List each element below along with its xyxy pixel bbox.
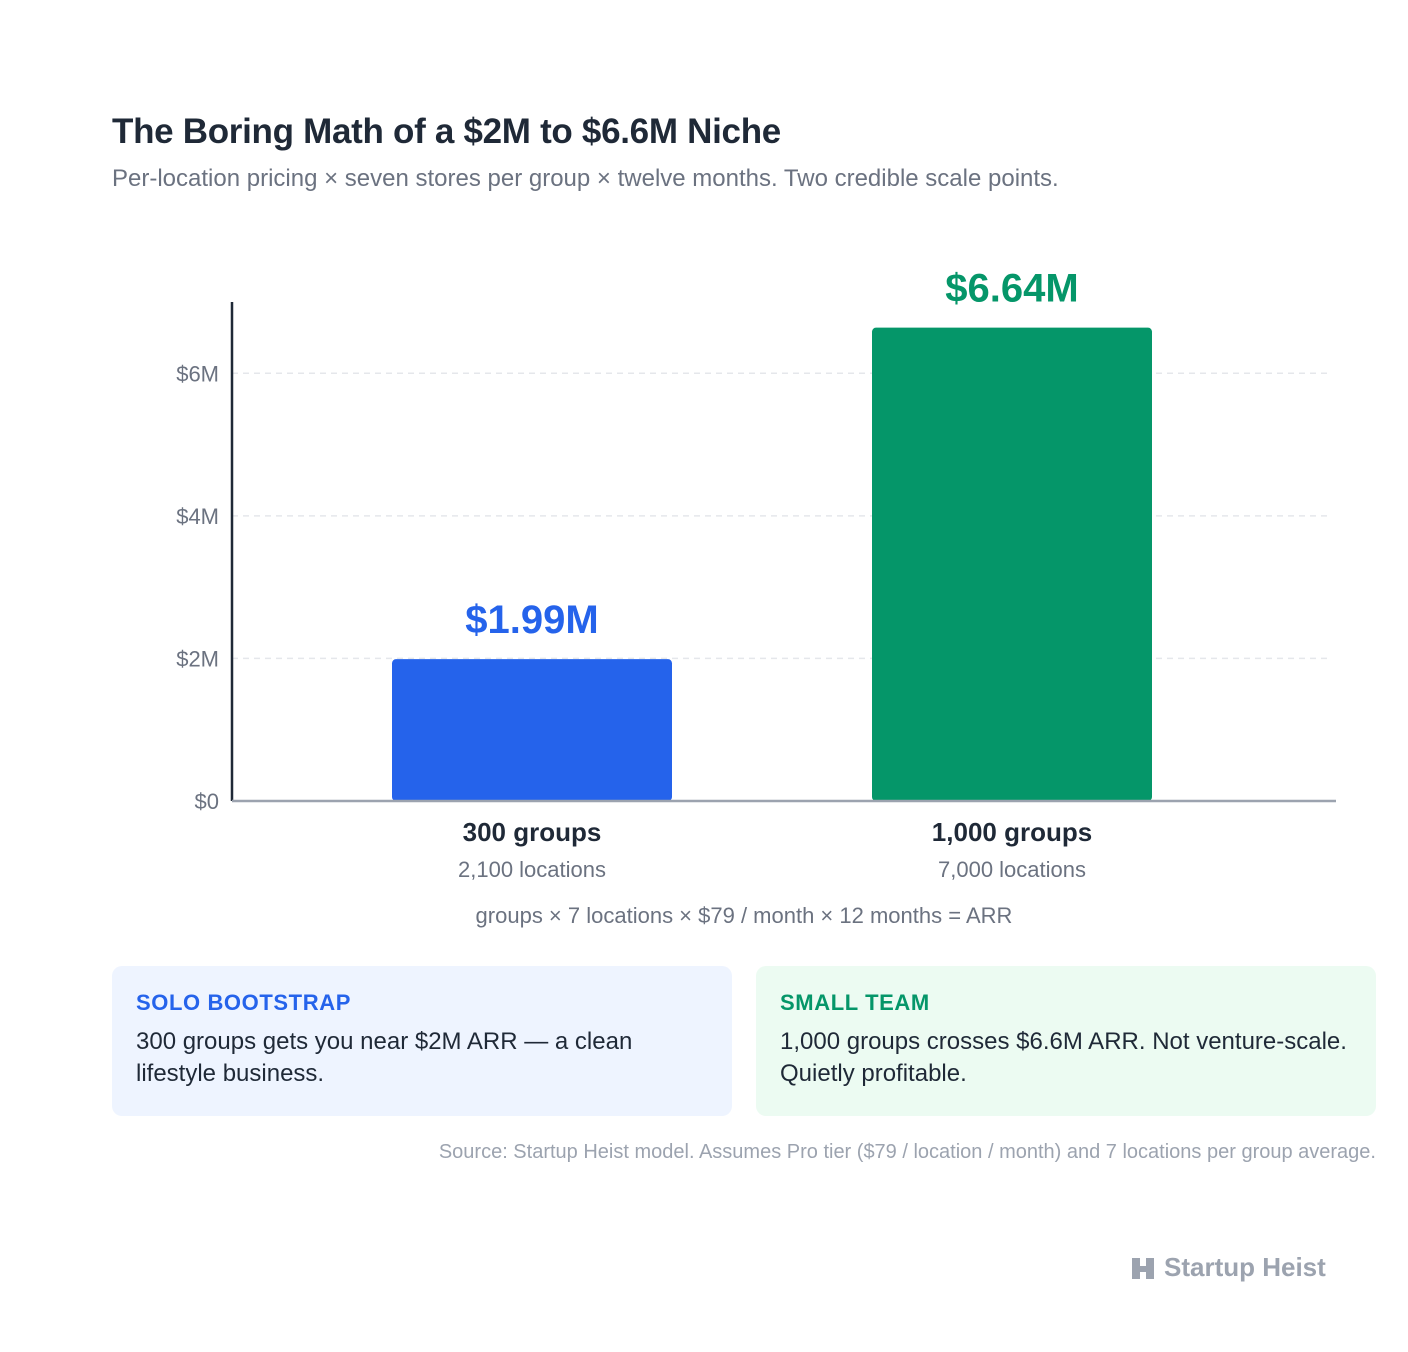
- x-category-label: 1,000 groups: [932, 817, 1092, 847]
- small-team-card: SMALL TEAM 1,000 groups crosses $6.6M AR…: [756, 966, 1376, 1116]
- bar-value-label: $1.99M: [465, 598, 598, 642]
- bar-value-label: $6.64M: [945, 267, 1078, 311]
- chart-title: The Boring Math of a $2M to $6.6M Niche: [112, 112, 781, 151]
- bar: [872, 327, 1152, 801]
- card-text: 300 groups gets you near $2M ARR — a cle…: [136, 1028, 633, 1087]
- y-tick-label: $2M: [176, 646, 219, 671]
- x-category-label: 300 groups: [463, 817, 602, 847]
- solo-bootstrap-card: SOLO BOOTSTRAP 300 groups gets you near …: [112, 966, 732, 1116]
- building-logo-icon: [1132, 1257, 1154, 1279]
- x-category-sublabel: 2,100 locations: [458, 857, 606, 882]
- y-tick-label: $0: [195, 789, 219, 814]
- x-category-sublabel: 7,000 locations: [938, 857, 1086, 882]
- bar: [392, 659, 672, 801]
- y-tick-label: $6M: [176, 361, 219, 386]
- source-note: Source: Startup Heist model. Assumes Pro…: [438, 1141, 1376, 1163]
- y-tick-label: $4M: [176, 504, 219, 529]
- card-heading: SOLO BOOTSTRAP: [136, 990, 351, 1015]
- brand-name: Startup Heist: [1164, 1252, 1326, 1282]
- arr-formula: groups × 7 locations × $79 / month × 12 …: [475, 903, 1013, 928]
- brand-logo: Startup Heist: [1130, 1252, 1326, 1283]
- chart-subtitle: Per-location pricing × seven stores per …: [112, 165, 1059, 192]
- card-heading: SMALL TEAM: [780, 990, 930, 1015]
- card-text: 1,000 groups crosses $6.6M ARR. Not vent…: [780, 1028, 1347, 1087]
- bar-chart: $0 $2M $4M $6M $1.99M 300 groups 2,100 locatio…: [176, 267, 1336, 882]
